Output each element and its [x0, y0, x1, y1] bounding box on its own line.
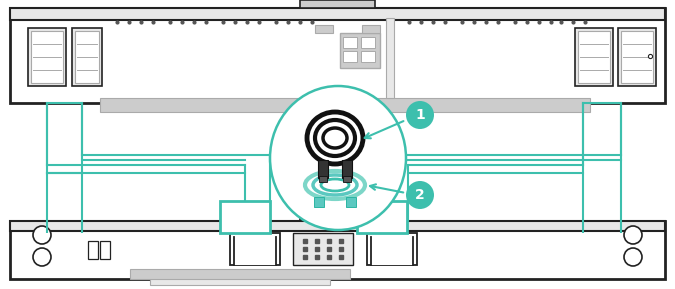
Circle shape: [33, 248, 51, 266]
Bar: [340, 33, 380, 68]
Bar: [10, 221, 665, 231]
Bar: [618, 28, 656, 86]
Circle shape: [624, 248, 642, 266]
Text: 1: 1: [415, 108, 425, 122]
Bar: [230, 233, 280, 265]
Bar: [300, 0, 375, 8]
Bar: [343, 37, 357, 48]
Bar: [314, 197, 324, 207]
Circle shape: [624, 226, 642, 244]
Bar: [10, 8, 665, 20]
Bar: [293, 233, 353, 265]
Bar: [300, 215, 375, 221]
Bar: [220, 201, 270, 233]
Bar: [578, 31, 610, 83]
Bar: [342, 160, 352, 178]
Ellipse shape: [270, 86, 406, 230]
Bar: [367, 233, 417, 265]
Bar: [28, 28, 66, 86]
Bar: [100, 241, 110, 259]
Text: 2: 2: [415, 188, 425, 202]
Circle shape: [406, 181, 434, 209]
Bar: [386, 18, 394, 98]
Circle shape: [406, 101, 434, 129]
Bar: [319, 176, 327, 182]
Bar: [88, 241, 98, 259]
Bar: [72, 28, 102, 86]
Bar: [343, 176, 351, 182]
Bar: [371, 237, 413, 265]
Bar: [357, 201, 407, 233]
Bar: [10, 8, 665, 103]
Bar: [343, 51, 357, 62]
Bar: [361, 37, 375, 48]
Bar: [318, 160, 328, 178]
Bar: [361, 51, 375, 62]
Bar: [621, 31, 653, 83]
Bar: [362, 25, 380, 33]
Bar: [100, 98, 590, 112]
Bar: [31, 31, 63, 83]
Bar: [315, 25, 333, 33]
Bar: [10, 221, 665, 279]
Bar: [346, 197, 356, 207]
Bar: [234, 237, 276, 265]
Bar: [150, 277, 330, 285]
Bar: [75, 31, 99, 83]
Circle shape: [33, 226, 51, 244]
Bar: [575, 28, 613, 86]
Bar: [130, 269, 350, 279]
